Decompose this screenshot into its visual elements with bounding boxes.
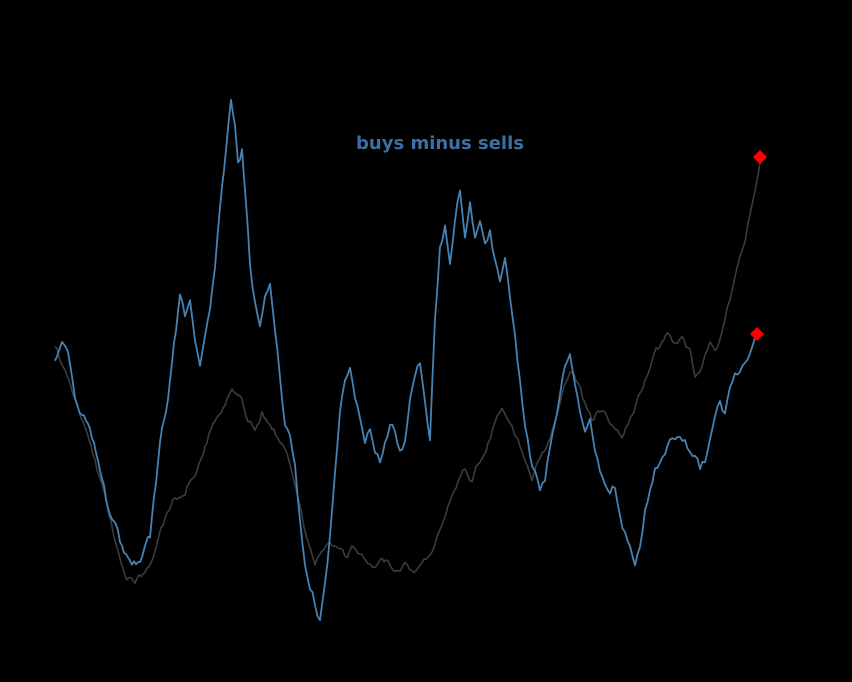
end-marker-diamond [750, 327, 764, 341]
line-unlabeled-dark-series [54, 162, 761, 585]
end-marker-diamond [753, 150, 767, 164]
line-buys-minus-sells [54, 98, 759, 621]
series-label-buys-minus-sells: buys minus sells [356, 133, 524, 154]
